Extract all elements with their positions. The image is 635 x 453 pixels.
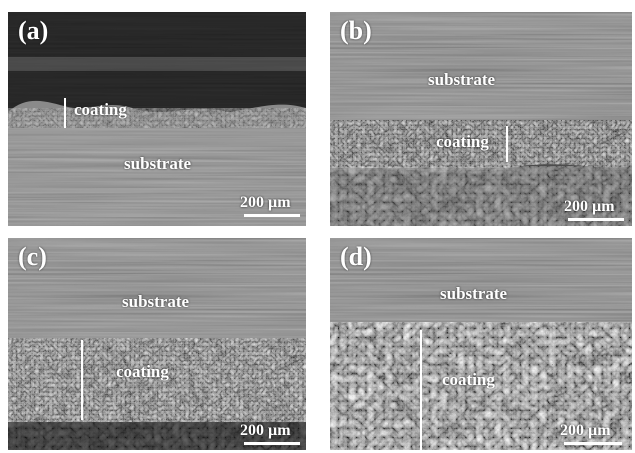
scale-bar-label: 200 µm <box>564 198 615 215</box>
panel-label: (c) <box>18 242 47 271</box>
panel-label: (a) <box>18 16 49 45</box>
sem-panel-b: (b) substrate coating 200 µm <box>330 12 632 226</box>
scale-bar <box>244 442 300 445</box>
panel-label: (d) <box>340 242 372 271</box>
coating-thickness-bar <box>64 98 66 128</box>
panel-label: (b) <box>340 16 372 45</box>
scale-bar <box>244 214 300 217</box>
scale-bar <box>568 218 624 221</box>
sem-panel-a: (a) coating substrate 200 µm <box>8 12 306 226</box>
sem-image-b <box>330 12 632 226</box>
sem-panel-c: (c) substrate coating 200 µm <box>8 238 306 450</box>
sem-image-c <box>8 238 306 450</box>
coating-thickness-bar <box>81 340 83 420</box>
region-label-top: coating <box>74 100 127 119</box>
region-label-bottom: substrate <box>124 154 192 173</box>
region-label-top: substrate <box>428 70 496 89</box>
sem-panel-d: (d) substrate coating 200 µm <box>330 238 632 450</box>
scale-bar <box>564 442 622 445</box>
coating-thickness-bar <box>420 330 422 450</box>
region-label-bottom: coating <box>442 370 495 389</box>
scale-bar-label: 200 µm <box>240 194 291 211</box>
region-label-top: substrate <box>122 292 190 311</box>
region-label-top: substrate <box>440 284 508 303</box>
region-label-bottom: coating <box>116 362 169 381</box>
sem-image-d <box>330 238 632 450</box>
coating-thickness-bar <box>506 126 508 162</box>
region-label-bottom: coating <box>436 132 489 151</box>
scale-bar-label: 200 µm <box>560 422 611 439</box>
scale-bar-label: 200 µm <box>240 422 291 439</box>
sem-image-a <box>8 12 306 226</box>
